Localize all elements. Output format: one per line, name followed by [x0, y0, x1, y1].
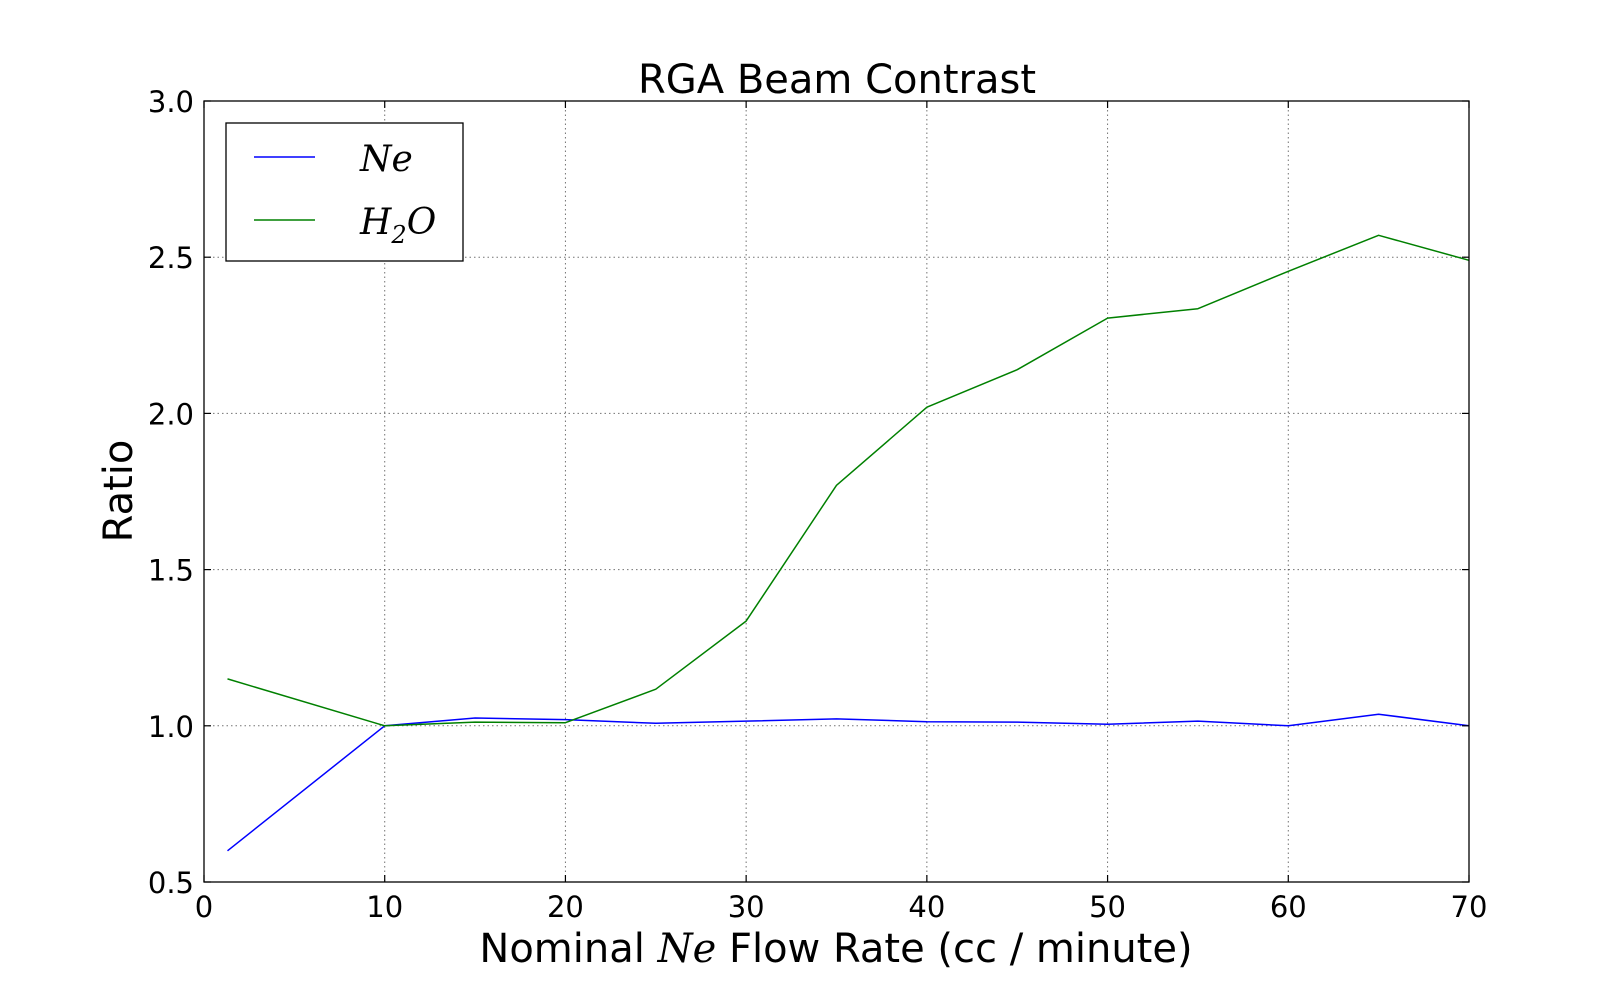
ticks — [203, 100, 1470, 883]
x-axis-label: Nominal Ne Flow Rate (cc / minute) — [479, 926, 1192, 972]
series-line-ne — [227, 713, 1470, 852]
x-axis-label-pre: Nominal — [479, 926, 657, 972]
chart-title: RGA Beam Contrast — [638, 57, 1036, 103]
series-line-h2o — [227, 234, 1470, 727]
grid — [204, 101, 1469, 882]
x-tick-label: 0 — [195, 890, 213, 924]
plot-frame — [203, 100, 1470, 883]
x-axis-label-math: Ne — [657, 926, 717, 972]
legend: Ne H2O — [225, 122, 464, 262]
y-tick-label: 2.0 — [148, 397, 194, 431]
x-tick-label: 20 — [547, 890, 584, 924]
x-tick-labels: 0 10 20 30 40 50 60 70 — [195, 890, 1488, 924]
y-tick-labels: 0.5 1.0 1.5 2.0 2.5 3.0 — [148, 85, 194, 900]
x-tick-label: 50 — [1089, 890, 1126, 924]
legend-box — [225, 122, 464, 262]
y-axis-label: Ratio — [96, 440, 142, 543]
y-tick-label: 3.0 — [148, 85, 194, 119]
x-tick-label: 60 — [1270, 890, 1307, 924]
legend-label-ne: Ne — [359, 139, 413, 180]
legend-label-h2o: H2O — [359, 202, 436, 249]
series-lines — [227, 234, 1470, 852]
y-tick-label: 1.5 — [148, 554, 194, 588]
y-tick-label: 0.5 — [148, 866, 194, 900]
y-tick-label: 1.0 — [148, 710, 194, 744]
x-tick-label: 70 — [1451, 890, 1488, 924]
x-tick-label: 10 — [366, 890, 403, 924]
x-tick-label: 40 — [908, 890, 945, 924]
x-axis-label-post: Flow Rate (cc / minute) — [716, 926, 1192, 972]
y-tick-label: 2.5 — [148, 241, 194, 275]
x-tick-label: 30 — [728, 890, 765, 924]
